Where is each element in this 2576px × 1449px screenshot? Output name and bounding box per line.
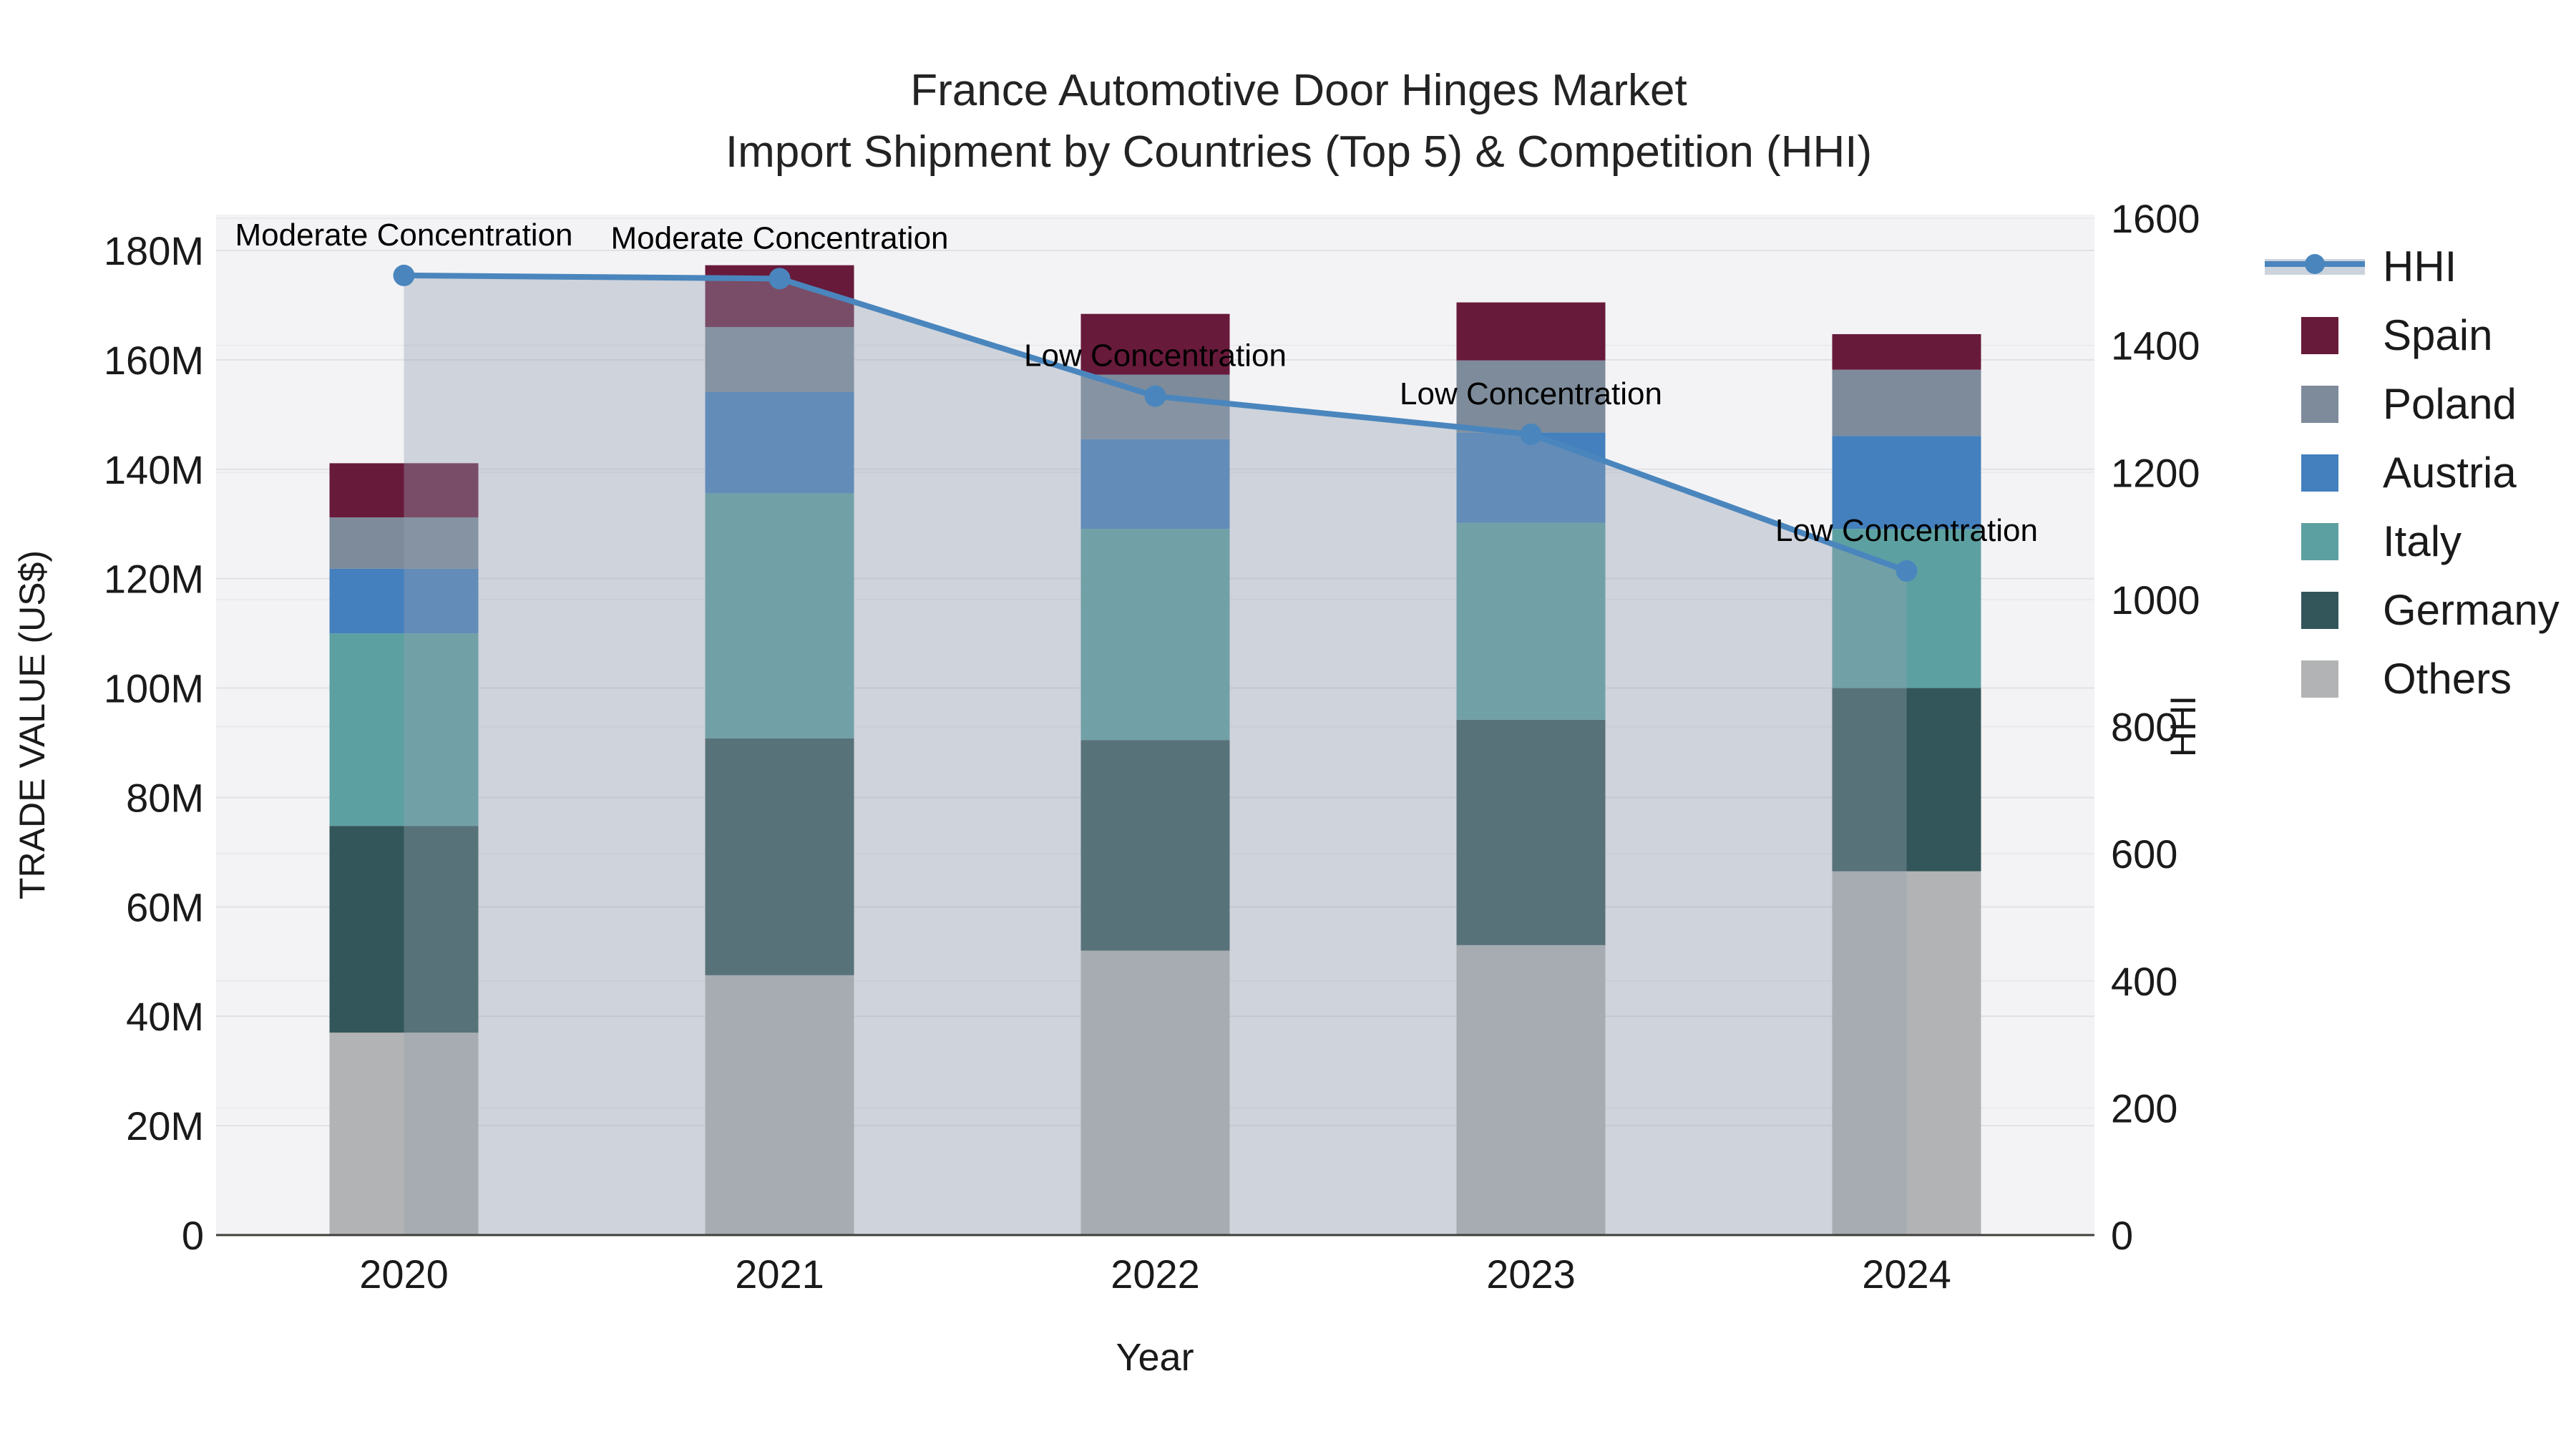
bar-segment-austria-2022[interactable] bbox=[1080, 439, 1230, 530]
y-right-tick: 200 bbox=[2111, 1085, 2177, 1131]
chart-title-line2: Import Shipment by Countries (Top 5) & C… bbox=[726, 127, 1872, 177]
tick-labels: 0 20M 40M 60M 80M 100M 120M 140M 160M 180M 0 200 400… bbox=[104, 196, 2200, 1297]
annotation-2022: Low Concentration bbox=[1024, 338, 1287, 374]
bar-segment-italy-2022[interactable] bbox=[1080, 529, 1230, 741]
y-right-tick: 1000 bbox=[2111, 577, 2200, 623]
y-left-tick: 160M bbox=[104, 338, 204, 383]
legend-hhi-marker bbox=[2305, 254, 2325, 274]
legend-label-hhi: HHI bbox=[2383, 243, 2457, 291]
y-right-tick: 800 bbox=[2111, 705, 2177, 750]
legend-swatch-austria bbox=[2301, 454, 2338, 492]
y-left-tick: 60M bbox=[126, 884, 204, 930]
bar-segment-germany-2021[interactable] bbox=[705, 738, 854, 975]
hhi-marker-2022[interactable] bbox=[1144, 385, 1166, 407]
legend-label-austria: Austria bbox=[2383, 449, 2517, 497]
bar-segment-poland-2023[interactable] bbox=[1456, 360, 1606, 433]
bar-segment-spain-2022[interactable] bbox=[1080, 313, 1230, 375]
bar-segment-spain-2024[interactable] bbox=[1832, 333, 1981, 370]
hhi-marker-2021[interactable] bbox=[769, 268, 791, 290]
y-left-axis-title: TRADE VALUE (US$) bbox=[12, 550, 52, 899]
legend-swatch-poland bbox=[2301, 386, 2338, 423]
annotation-2024: Low Concentration bbox=[1775, 513, 2038, 548]
annotation-2020: Moderate Concentration bbox=[235, 218, 572, 253]
x-tick-2023: 2023 bbox=[1486, 1252, 1576, 1297]
legend-label-italy: Italy bbox=[2383, 517, 2462, 565]
y-left-tick: 20M bbox=[126, 1103, 204, 1148]
bar-segment-germany-2023[interactable] bbox=[1456, 719, 1606, 945]
bar-segment-italy-2020[interactable] bbox=[329, 633, 479, 826]
stacked-bars bbox=[329, 265, 1981, 1235]
legend-label-germany: Germany bbox=[2383, 586, 2560, 634]
hhi-area-fill bbox=[404, 275, 1907, 1235]
chart-title-line1: France Automotive Door Hinges Market bbox=[910, 66, 1687, 115]
bar-segment-spain-2020[interactable] bbox=[329, 463, 479, 518]
legend-item-hhi[interactable]: HHI bbox=[2265, 243, 2457, 291]
bar-segment-poland-2021[interactable] bbox=[705, 327, 854, 392]
hhi-fill-polygon bbox=[404, 275, 1907, 1235]
legend: HHI Spain Poland Austria Italy Germany Others bbox=[2265, 243, 2560, 703]
y-left-tick: 100M bbox=[104, 666, 204, 711]
legend-item-germany[interactable]: Germany bbox=[2301, 586, 2560, 634]
hhi-line bbox=[393, 264, 1918, 582]
legend-label-spain: Spain bbox=[2383, 311, 2492, 359]
y-left-tick: 120M bbox=[104, 557, 204, 602]
bar-segment-austria-2021[interactable] bbox=[705, 391, 854, 494]
y-left-tick: 140M bbox=[104, 447, 204, 492]
bar-segment-others-2024[interactable] bbox=[1832, 871, 1981, 1235]
legend-item-spain[interactable]: Spain bbox=[2301, 311, 2492, 359]
legend-swatch-italy bbox=[2301, 523, 2338, 560]
bar-segment-italy-2023[interactable] bbox=[1456, 522, 1606, 720]
bar-segment-poland-2020[interactable] bbox=[329, 517, 479, 569]
y-left-tick: 80M bbox=[126, 775, 204, 820]
hhi-marker-2023[interactable] bbox=[1520, 423, 1542, 445]
y-right-axis-title: HHI bbox=[2163, 696, 2203, 757]
legend-swatch-spain bbox=[2301, 317, 2338, 354]
bar-segment-poland-2024[interactable] bbox=[1832, 369, 1981, 436]
y-right-tick: 1200 bbox=[2111, 450, 2200, 495]
y-left-tick: 180M bbox=[104, 228, 204, 273]
y-right-tick: 1400 bbox=[2111, 323, 2200, 369]
annotation-2021: Moderate Concentration bbox=[610, 220, 948, 255]
x-tick-2024: 2024 bbox=[1862, 1252, 1951, 1297]
bar-segment-germany-2022[interactable] bbox=[1080, 740, 1230, 951]
hhi-marker-2020[interactable] bbox=[393, 264, 415, 286]
bar-segment-italy-2021[interactable] bbox=[705, 493, 854, 738]
legend-item-austria[interactable]: Austria bbox=[2301, 449, 2517, 497]
bar-segment-austria-2024[interactable] bbox=[1832, 436, 1981, 530]
bar-segment-others-2021[interactable] bbox=[705, 975, 854, 1235]
legend-item-poland[interactable]: Poland bbox=[2301, 380, 2517, 428]
x-tick-2021: 2021 bbox=[735, 1252, 824, 1297]
y-right-tick: 1600 bbox=[2111, 196, 2200, 241]
legend-label-poland: Poland bbox=[2383, 380, 2517, 428]
bar-segment-germany-2020[interactable] bbox=[329, 826, 479, 1033]
annotations: Moderate Concentration Moderate Concentra… bbox=[235, 218, 2037, 548]
annotation-2023: Low Concentration bbox=[1400, 376, 1662, 411]
x-tick-2020: 2020 bbox=[359, 1252, 449, 1297]
bar-segment-others-2023[interactable] bbox=[1456, 945, 1606, 1235]
y-left-tick: 40M bbox=[126, 994, 204, 1039]
y-right-tick: 400 bbox=[2111, 959, 2177, 1004]
bar-segment-others-2020[interactable] bbox=[329, 1033, 479, 1235]
legend-swatch-germany bbox=[2301, 592, 2338, 629]
legend-item-italy[interactable]: Italy bbox=[2301, 517, 2462, 565]
bar-segment-austria-2020[interactable] bbox=[329, 568, 479, 634]
legend-label-others: Others bbox=[2383, 655, 2512, 703]
bar-segment-others-2022[interactable] bbox=[1080, 950, 1230, 1235]
legend-swatch-others bbox=[2301, 660, 2338, 698]
bar-segment-germany-2024[interactable] bbox=[1832, 688, 1981, 872]
y-right-tick: 600 bbox=[2111, 831, 2177, 877]
hhi-marker-2024[interactable] bbox=[1896, 560, 1918, 582]
y-left-tick: 0 bbox=[182, 1213, 204, 1258]
y-right-tick: 0 bbox=[2111, 1213, 2133, 1258]
legend-item-others[interactable]: Others bbox=[2301, 655, 2512, 703]
bar-segment-austria-2023[interactable] bbox=[1456, 432, 1606, 523]
x-tick-2022: 2022 bbox=[1111, 1252, 1200, 1297]
x-axis-title: Year bbox=[1116, 1336, 1194, 1379]
bar-segment-spain-2023[interactable] bbox=[1456, 302, 1606, 361]
